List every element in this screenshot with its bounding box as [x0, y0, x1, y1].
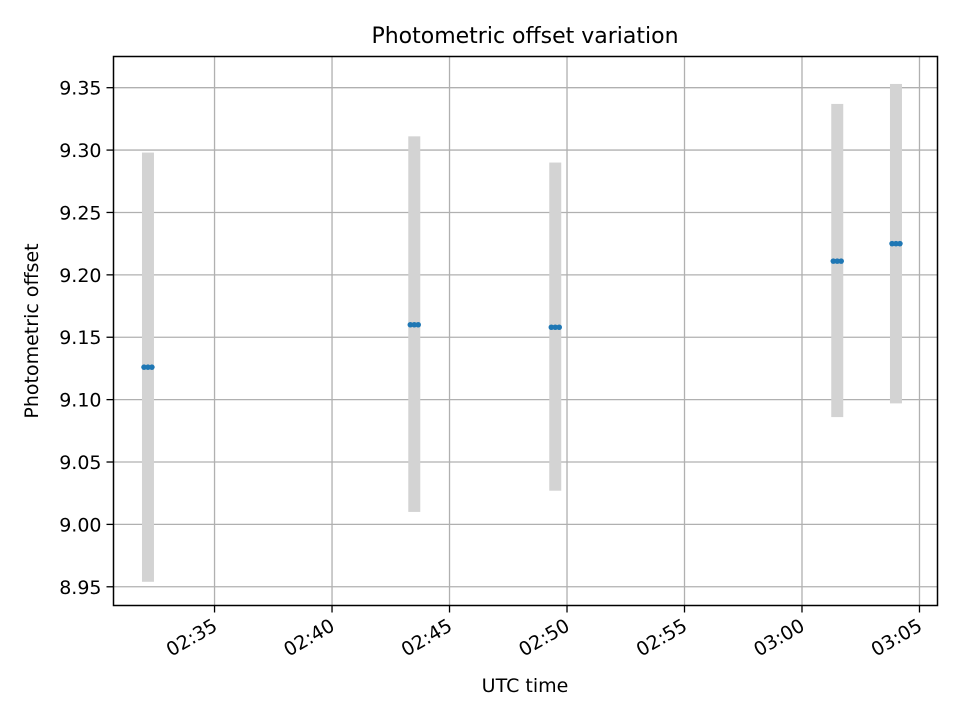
plot-frame: [112, 55, 939, 607]
y-tick-label: 8.95: [59, 577, 101, 599]
data-point: [407, 321, 414, 328]
grid-lines: [113, 56, 938, 606]
x-axis-ticks: 02:35 02:40 02:45 02:50 02:55 03:00 03:05: [163, 605, 926, 661]
data-point: [145, 364, 151, 370]
data-point: [838, 258, 844, 264]
chart-title: Photometric offset variation: [371, 24, 678, 49]
data-point: [834, 258, 841, 264]
x-tick-label: 02:40: [280, 615, 338, 661]
y-axis-ticks: 8.95 9.00 9.05 9.10 9.15 9.20 9.25 9.30 9.35: [59, 78, 114, 599]
x-tick-label: 02:35: [163, 615, 221, 661]
data-point: [548, 324, 555, 331]
x-tick-label: 02:55: [633, 615, 691, 661]
y-tick-label: 9.10: [59, 390, 101, 412]
y-axis-label: Photometric offset: [21, 243, 43, 418]
data-point: [556, 324, 562, 331]
y-tick-label: 9.15: [59, 327, 101, 349]
data-point: [552, 324, 559, 331]
data-point: [830, 258, 837, 264]
y-tick-label: 9.20: [59, 265, 101, 287]
x-axis-label: UTC time: [482, 675, 569, 697]
data-point: [897, 240, 903, 247]
error-bars: [141, 83, 902, 582]
data-point: [149, 364, 155, 370]
x-tick-label: 02:50: [515, 615, 573, 661]
data-point: [141, 364, 147, 370]
x-tick-label: 02:45: [398, 615, 456, 661]
y-tick-label: 9.00: [59, 514, 101, 536]
x-tick-label: 03:05: [868, 615, 926, 661]
data-point: [415, 321, 421, 328]
y-tick-label: 9.25: [59, 202, 101, 224]
y-tick-label: 9.30: [59, 140, 101, 162]
data-point: [893, 240, 899, 247]
data-point: [889, 240, 895, 247]
data-points: [141, 240, 903, 370]
data-point: [411, 321, 418, 328]
y-tick-label: 9.35: [59, 78, 101, 100]
x-tick-label: 03:00: [750, 615, 808, 661]
y-tick-label: 9.05: [59, 452, 101, 474]
